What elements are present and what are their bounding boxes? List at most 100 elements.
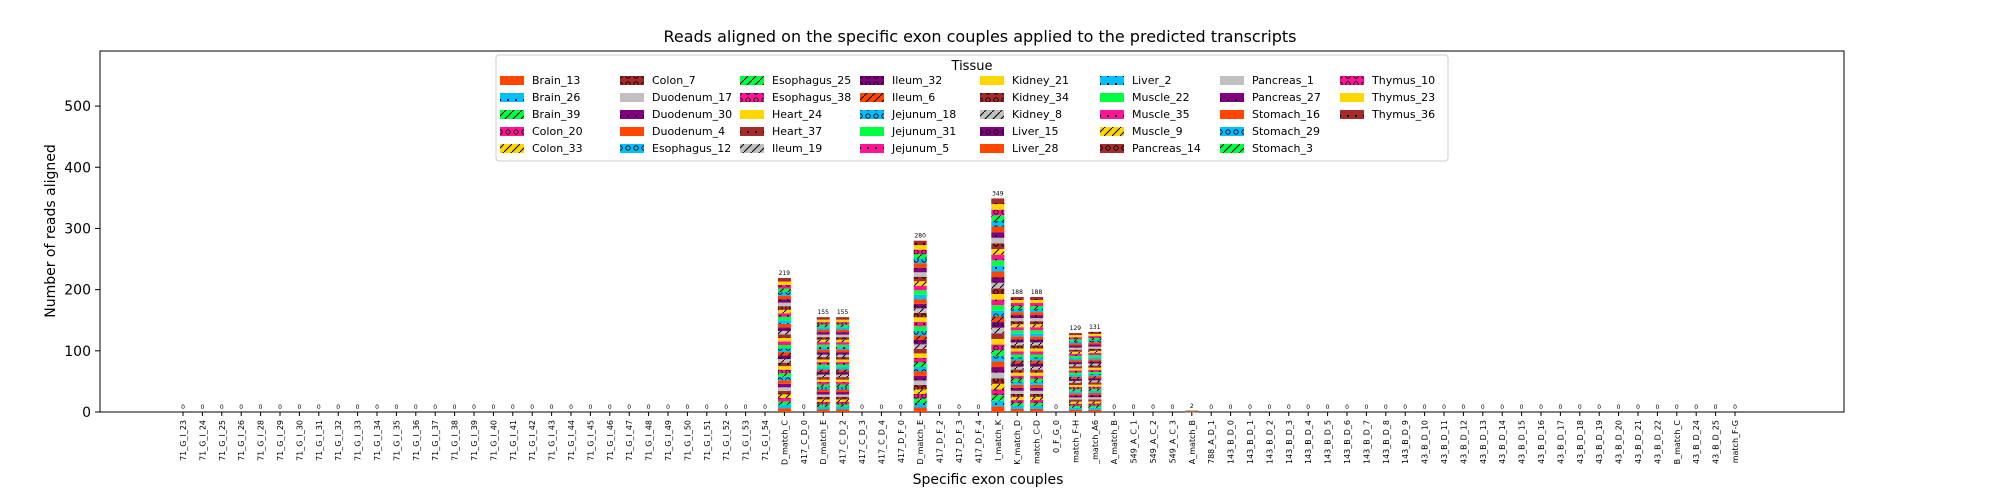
bar-segment xyxy=(836,342,850,345)
x-tick-label: 71_G_I_47 xyxy=(625,420,634,461)
bar-segment xyxy=(1088,376,1102,379)
legend-swatch xyxy=(740,144,764,153)
bar-segment xyxy=(1030,360,1044,364)
x-axis-label: Specific exon couples xyxy=(913,472,1064,488)
total-label: 0 xyxy=(860,404,864,411)
bar-segment xyxy=(836,389,850,393)
bar-segment xyxy=(836,409,850,412)
legend-box xyxy=(495,54,1449,162)
total-label: 0 xyxy=(1112,404,1116,411)
bar-segment xyxy=(1068,362,1082,365)
legend-swatch xyxy=(620,144,644,153)
x-tick-label: 71_G_I_36 xyxy=(412,420,421,461)
legend-entry-label: Thymus_36 xyxy=(1371,108,1435,121)
bar-segment xyxy=(1010,333,1024,337)
legend-swatch xyxy=(500,110,524,119)
bar-segment xyxy=(1068,407,1082,410)
bar-segment xyxy=(1068,395,1082,398)
total-label: 0 xyxy=(1558,404,1562,411)
total-label: 0 xyxy=(1481,404,1485,411)
bar-segment xyxy=(1068,370,1082,373)
bar-segment xyxy=(816,359,830,363)
bar-segment xyxy=(836,364,850,368)
bar-segment xyxy=(913,308,927,313)
bar-segment xyxy=(1010,402,1024,406)
bar-segment xyxy=(1030,315,1044,319)
bar-segment xyxy=(777,394,791,398)
bar-segment xyxy=(1068,339,1082,342)
legend-entry-label: Esophagus_38 xyxy=(772,91,851,104)
bar-segment xyxy=(1010,372,1024,376)
total-label: 155 xyxy=(837,309,849,316)
bar-segment xyxy=(816,407,830,410)
legend-swatch xyxy=(1100,127,1124,136)
bar-segment xyxy=(1068,351,1082,354)
bar-segment xyxy=(1030,296,1044,300)
x-tick-label: 71_G_I_38 xyxy=(451,420,460,461)
bar-segment xyxy=(1010,339,1024,343)
bar-segment xyxy=(777,292,791,296)
bar-segment xyxy=(1068,403,1082,406)
legend-entry-label: Pancreas_27 xyxy=(1252,91,1321,104)
total-label: 129 xyxy=(1070,325,1082,332)
x-tick-label: 43_B_D_13 xyxy=(1479,420,1488,464)
x-tick-label: 71_G_I_25 xyxy=(218,420,227,461)
total-label: 0 xyxy=(608,404,612,411)
total-label: 188 xyxy=(1011,289,1023,296)
x-tick-label: 71_G_I_45 xyxy=(586,420,595,461)
bar-segment xyxy=(777,366,791,370)
bar-segment xyxy=(816,344,830,348)
bar-segment xyxy=(836,354,850,358)
legend-entry-label: Ileum_6 xyxy=(892,91,935,104)
total-label: 0 xyxy=(1403,404,1407,411)
x-tick-label: 143_B_D_1 xyxy=(1246,420,1255,464)
legend-entry-label: Liver_28 xyxy=(1012,142,1058,155)
bar-segment xyxy=(1088,384,1102,387)
bar-segment xyxy=(836,359,850,363)
legend: Tissue Brain_13 Brain_26 Brain_39 Colon_20 C… xyxy=(495,54,1449,162)
bar-segment xyxy=(836,339,850,343)
x-tick-label: 43_B_D_20 xyxy=(1615,420,1624,464)
bar-segment xyxy=(1088,369,1102,372)
bar-segment xyxy=(913,357,927,363)
legend-entry-label: Esophagus_12 xyxy=(652,142,731,155)
bar-segment xyxy=(1030,351,1044,355)
bar-segment xyxy=(816,334,830,338)
bar-segment xyxy=(1088,407,1102,410)
bar-segment xyxy=(1010,390,1024,394)
bar-segment xyxy=(1010,378,1024,382)
x-tick-label: 71_G_I_43 xyxy=(548,420,557,461)
legend-title: Tissue xyxy=(951,59,993,74)
bar-segment xyxy=(816,402,830,405)
bar-segment xyxy=(913,375,927,381)
bar-segment xyxy=(913,321,927,327)
legend-swatch xyxy=(620,127,644,136)
bar-segment xyxy=(777,323,791,328)
x-tick-label: 71_G_I_24 xyxy=(198,420,207,461)
bar-segment xyxy=(1030,354,1044,358)
total-label: 0 xyxy=(317,404,321,411)
bar-segment xyxy=(991,288,1005,294)
bar-segment xyxy=(1068,368,1082,371)
bar-segment xyxy=(1068,345,1082,348)
bars-layer xyxy=(777,198,1199,413)
bar-segment xyxy=(1068,337,1082,340)
bar-segment xyxy=(913,272,927,277)
x-tick-label: 71_G_I_32 xyxy=(334,420,343,461)
bar-segment xyxy=(816,372,830,375)
bar-segment xyxy=(913,407,927,412)
legend-swatch xyxy=(740,110,764,119)
y-tick-label: 100 xyxy=(64,344,91,360)
legend-swatch xyxy=(1100,93,1124,102)
bar-segment xyxy=(777,376,791,381)
bar-segment xyxy=(991,395,1005,401)
bar-segment xyxy=(1088,338,1102,341)
bar-segment xyxy=(1088,359,1102,362)
bar-segment xyxy=(1030,342,1044,346)
bar-segment xyxy=(1088,382,1102,385)
bar-segment xyxy=(913,389,927,394)
legend-swatch xyxy=(620,76,644,85)
legend-swatch xyxy=(1100,144,1124,153)
x-tick-label: 43_B_D_14 xyxy=(1498,420,1507,464)
